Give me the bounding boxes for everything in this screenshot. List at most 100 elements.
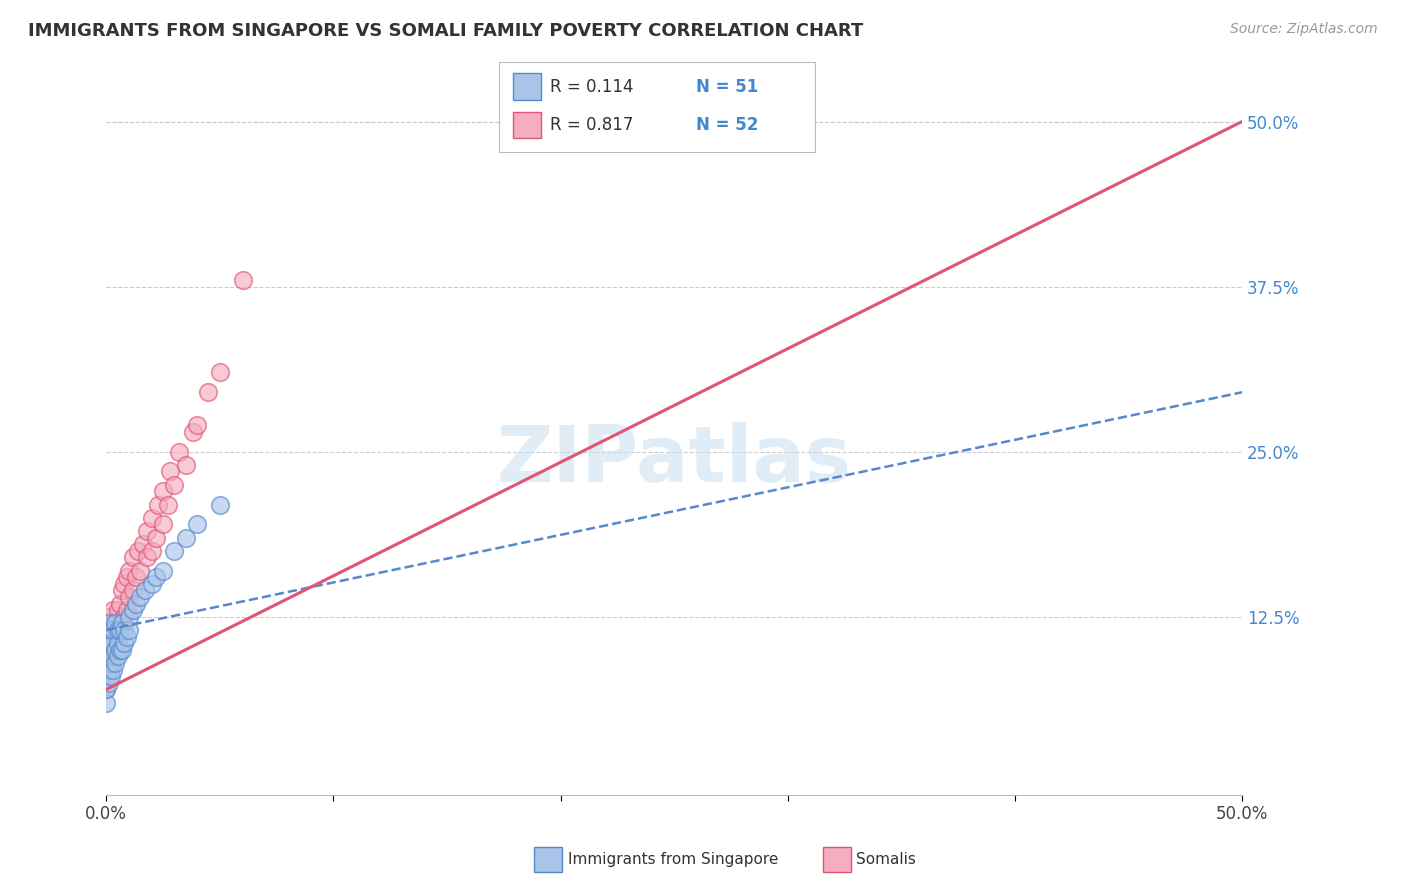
Point	[122, 603, 145, 617]
Point	[152, 517, 174, 532]
Point	[101, 636, 124, 650]
Point	[101, 630, 124, 644]
Point	[96, 630, 118, 644]
Text: ZIPatlas: ZIPatlas	[496, 422, 852, 498]
Point	[100, 669, 122, 683]
Point	[122, 550, 145, 565]
Point	[104, 616, 127, 631]
Point	[145, 531, 167, 545]
Point	[101, 623, 124, 637]
Point	[174, 458, 197, 472]
Text: R = 0.114: R = 0.114	[550, 78, 633, 95]
Point	[118, 564, 141, 578]
Point	[97, 663, 120, 677]
Point	[129, 564, 152, 578]
Point	[96, 642, 118, 657]
Point	[163, 477, 186, 491]
Point	[148, 498, 170, 512]
Point	[101, 603, 124, 617]
Point	[100, 656, 122, 670]
Point	[104, 642, 127, 657]
Point	[122, 583, 145, 598]
Point	[104, 616, 127, 631]
Point	[97, 616, 120, 631]
Point	[131, 537, 153, 551]
Text: R = 0.817: R = 0.817	[550, 116, 633, 134]
Point	[112, 609, 135, 624]
Point	[96, 630, 118, 644]
Point	[97, 630, 120, 644]
Point	[96, 669, 118, 683]
Point	[111, 616, 134, 631]
Point	[96, 656, 118, 670]
Point	[107, 636, 129, 650]
Point	[159, 465, 181, 479]
Point	[108, 597, 131, 611]
Point	[174, 531, 197, 545]
Point	[197, 385, 219, 400]
Point	[100, 642, 122, 657]
Point	[97, 649, 120, 664]
Point	[186, 418, 208, 433]
Point	[108, 623, 131, 637]
Point	[152, 564, 174, 578]
Point	[145, 570, 167, 584]
Point	[107, 630, 129, 644]
Text: IMMIGRANTS FROM SINGAPORE VS SOMALI FAMILY POVERTY CORRELATION CHART: IMMIGRANTS FROM SINGAPORE VS SOMALI FAMI…	[28, 22, 863, 40]
Point	[97, 675, 120, 690]
Point	[101, 649, 124, 664]
Point	[100, 636, 122, 650]
Text: N = 52: N = 52	[696, 116, 758, 134]
Point	[115, 630, 138, 644]
Point	[101, 663, 124, 677]
Point	[115, 603, 138, 617]
Point	[96, 636, 118, 650]
Point	[107, 649, 129, 664]
Point	[97, 663, 120, 677]
Text: Somalis: Somalis	[856, 853, 917, 867]
Point	[115, 570, 138, 584]
Point	[97, 630, 120, 644]
Point	[96, 656, 118, 670]
Point	[127, 543, 149, 558]
Point	[111, 642, 134, 657]
Point	[152, 484, 174, 499]
Point	[186, 517, 208, 532]
Point	[100, 616, 122, 631]
Point	[118, 623, 141, 637]
Point	[163, 543, 186, 558]
Point	[108, 642, 131, 657]
Point	[118, 609, 141, 624]
Point	[96, 696, 118, 710]
Point	[100, 623, 122, 637]
Point	[96, 649, 118, 664]
Point	[136, 524, 159, 538]
Point	[97, 636, 120, 650]
Point	[111, 616, 134, 631]
Point	[97, 609, 120, 624]
Point	[167, 444, 190, 458]
Point	[100, 636, 122, 650]
Point	[118, 590, 141, 604]
Point	[208, 498, 231, 512]
Point	[134, 583, 156, 598]
Point	[104, 656, 127, 670]
Point	[112, 576, 135, 591]
Point	[107, 623, 129, 637]
Point	[181, 425, 204, 439]
Point	[232, 273, 254, 287]
Point	[112, 636, 135, 650]
Point	[141, 510, 163, 524]
Point	[136, 550, 159, 565]
Point	[107, 603, 129, 617]
Point	[112, 623, 135, 637]
Point	[125, 597, 148, 611]
Point	[111, 583, 134, 598]
Point	[125, 570, 148, 584]
Point	[100, 656, 122, 670]
Text: N = 51: N = 51	[696, 78, 758, 95]
Point	[108, 623, 131, 637]
Point	[97, 649, 120, 664]
Point	[96, 682, 118, 697]
Text: Source: ZipAtlas.com: Source: ZipAtlas.com	[1230, 22, 1378, 37]
